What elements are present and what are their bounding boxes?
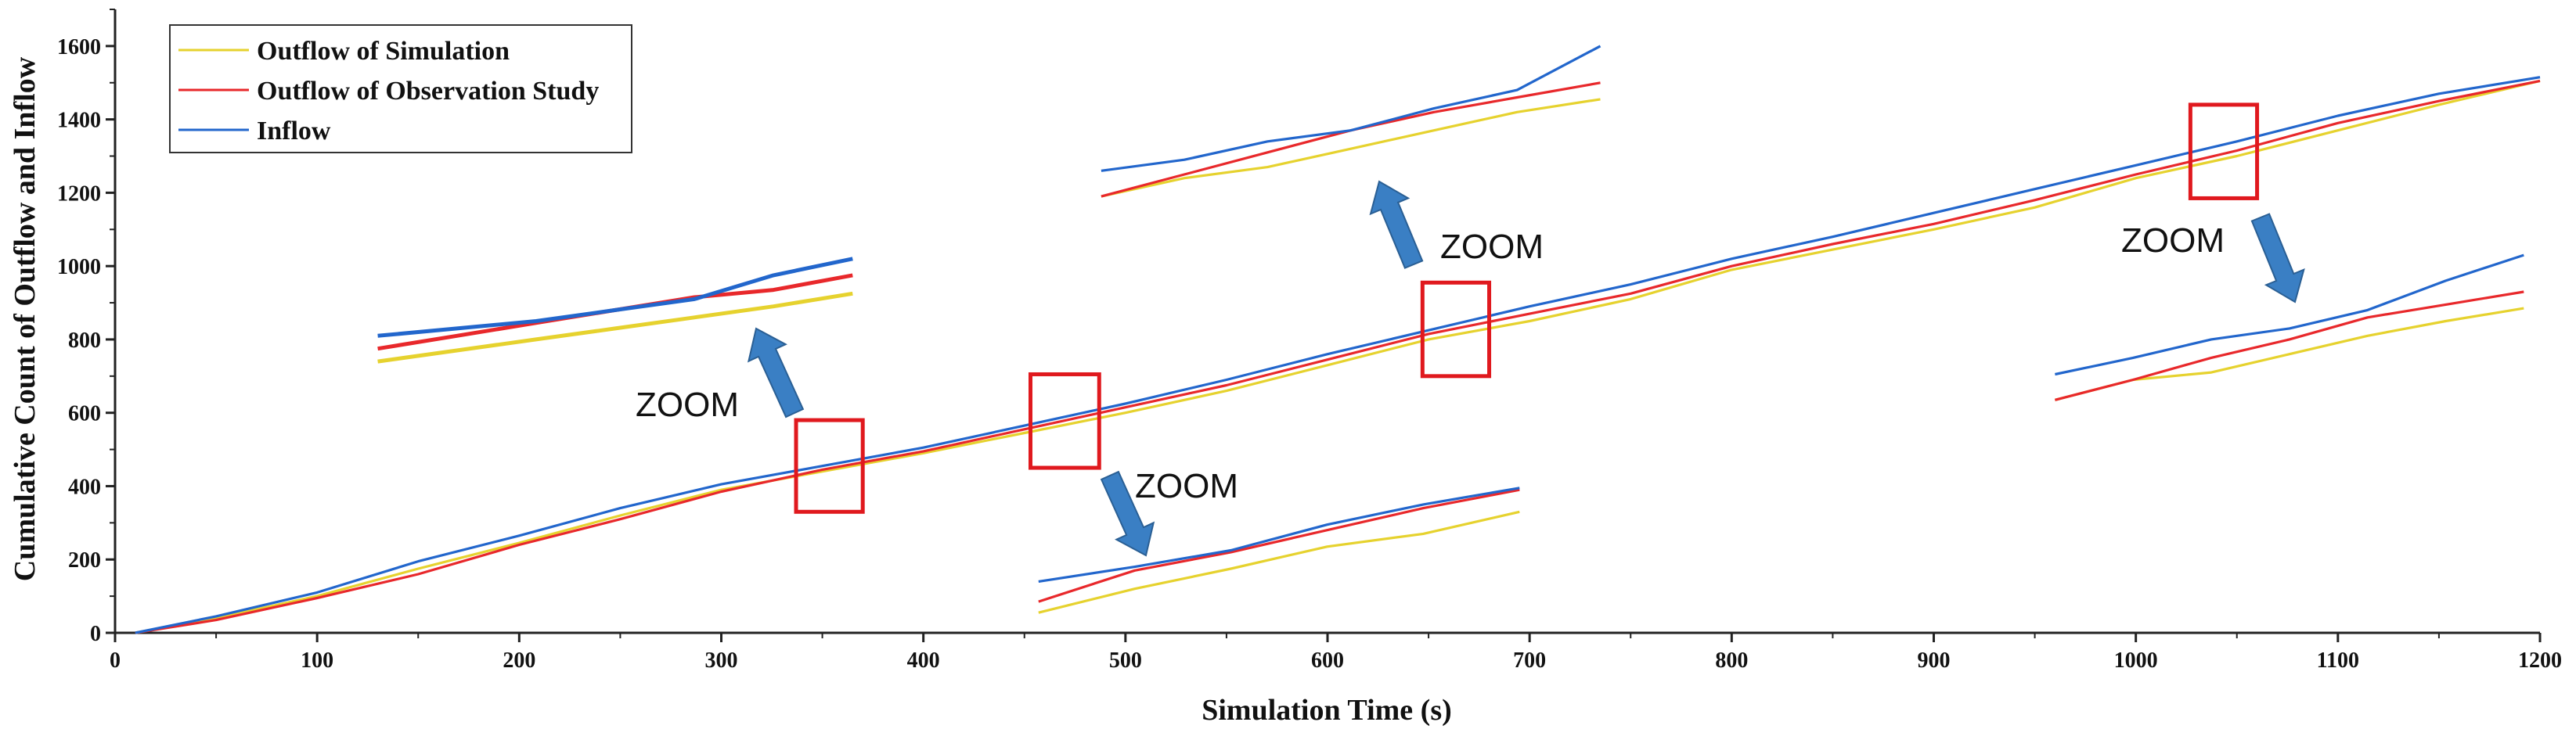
inset-1-inflow-line [377, 257, 853, 338]
y-tick-label: 1000 [57, 255, 101, 279]
inset-2-inflow-line [1038, 487, 1520, 583]
y-tick-label: 0 [90, 622, 101, 646]
x-tick-label: 300 [705, 648, 738, 673]
x-tick-label: 500 [1109, 648, 1142, 673]
y-tick-label: 1600 [57, 35, 101, 59]
legend-label-simulation: Outflow of Simulation [257, 37, 510, 66]
zoom-arrow-4 [2250, 213, 2305, 304]
inset-zoom-plots [377, 45, 2524, 614]
inset-4-observation-line [2054, 290, 2524, 401]
axes: 0 100 200 300 400 500 600 700 800 900 1000 1100 1200… [57, 9, 2562, 673]
inset-4-simulation-line [2054, 307, 2524, 401]
legend: Outflow of Simulation Outflow of Observa… [169, 24, 632, 153]
main-series-lines [135, 76, 2541, 634]
inset-3 [1101, 45, 1601, 198]
x-tick-label: 1100 [2317, 648, 2359, 673]
outflow-simulation-line [135, 79, 2541, 634]
x-tick-label: 700 [1513, 648, 1546, 673]
zoom-label-4: ZOOM [2121, 221, 2225, 260]
zoom-arrow-1 [747, 327, 805, 418]
zoom-box-3 [1420, 280, 1492, 379]
y-tick-label: 200 [68, 548, 101, 573]
zoom-arrow-3 [1369, 180, 1424, 269]
zoom-label-3: ZOOM [1440, 228, 1544, 266]
inflow-line [135, 76, 2541, 634]
x-tick-label: 800 [1715, 648, 1748, 673]
inset-1 [377, 257, 853, 364]
x-tick-label: 400 [907, 648, 940, 673]
zoom-box-4 [2188, 102, 2260, 200]
inset-2-simulation-line [1038, 510, 1520, 614]
inset-2-observation-line [1038, 488, 1520, 603]
y-tick-label: 1200 [57, 181, 101, 206]
zoom-arrows [747, 180, 2305, 557]
x-tick-label: 0 [110, 648, 121, 673]
inset-3-simulation-line [1101, 98, 1601, 198]
x-tick-label: 1200 [2518, 648, 2562, 673]
x-tick-label: 100 [301, 648, 333, 673]
outflow-observation-line [135, 79, 2541, 634]
zoom-arrow-2 [1100, 470, 1155, 557]
x-tick-label: 600 [1311, 648, 1344, 673]
legend-label-inflow: Inflow [257, 117, 331, 145]
zoom-label-2: ZOOM [1135, 467, 1238, 505]
inset-4-inflow-line [2055, 253, 2524, 376]
zoom-boxes [794, 102, 2260, 514]
zoom-box-1 [794, 418, 865, 514]
x-tick-label: 1000 [2114, 648, 2158, 673]
zoom-label-1: ZOOM [636, 386, 739, 424]
x-axis-title: Simulation Time (s) [1202, 694, 1452, 727]
inset-1-simulation-line [377, 291, 853, 364]
y-axis-title: Cumulative Count of Outflow and Inflow [9, 56, 41, 581]
legend-label-observation: Outflow of Observation Study [257, 77, 599, 106]
y-tick-label: 800 [68, 329, 101, 353]
inset-3-inflow-line [1101, 45, 1601, 172]
inset-2 [1038, 487, 1520, 614]
y-tick-label: 1400 [57, 109, 101, 133]
zoom-box-2 [1028, 372, 1101, 470]
y-tick-label: 400 [68, 475, 101, 499]
inset-4 [2054, 253, 2524, 401]
x-tick-label: 900 [1918, 648, 1951, 673]
y-tick-label: 600 [68, 402, 101, 426]
x-tick-label: 200 [503, 648, 535, 673]
